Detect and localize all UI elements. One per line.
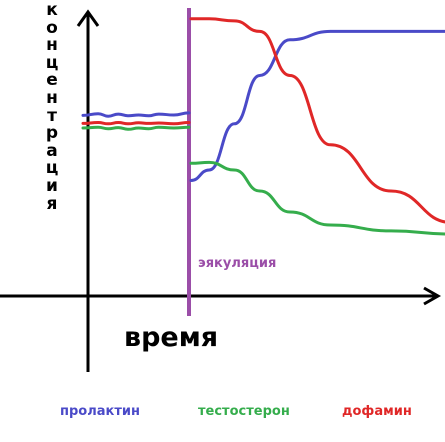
y-axis-label-letter: я [46,193,58,214]
y-axis-label-letter: к [46,0,58,20]
y-axis-label-letter: о [46,17,58,38]
y-axis-label-letter: р [45,123,59,144]
legend-item-testosterone: тестостерон [198,404,290,419]
series-line-testosterone-baseline [81,125,191,131]
series-layer [81,17,445,236]
y-axis-arrow [76,9,100,27]
y-axis-label-letter: а [46,140,58,161]
y-axis-label-letter: е [46,70,58,91]
y-axis-label-letter: ц [45,52,59,73]
x-axis-arrow [423,286,442,306]
y-axis-label-letter: н [46,35,58,56]
series-line-dopamine-after [189,17,445,224]
legend-item-dopamine: дофамин [342,404,412,419]
series-line-testosterone-after [189,160,445,236]
y-axis-label-letter: ц [45,158,59,179]
x-axis-label: время [124,322,219,353]
series-line-dopamine-baseline [81,121,191,126]
series-line-prolactin-baseline [81,111,191,118]
y-axis-label-letter: и [46,175,58,196]
y-axis-label-letter: т [47,105,57,126]
series-line-prolactin-after [189,29,445,182]
y-axis-label-letter: н [46,87,58,108]
legend-item-prolactin: пролактин [60,404,140,419]
axes [0,8,442,372]
event-label: эякуляция [198,256,277,271]
